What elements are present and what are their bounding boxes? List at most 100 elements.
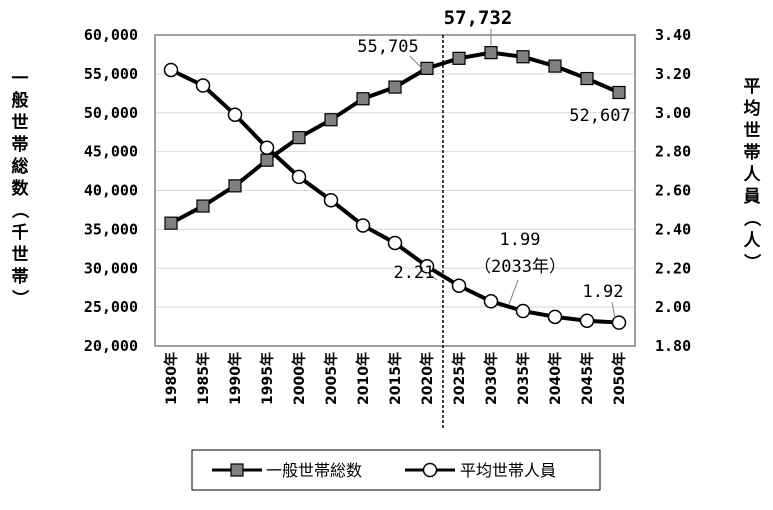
axis-title-char: 般 [12, 90, 29, 111]
left-tick-label: 25,000 [84, 298, 138, 316]
left-tick-label: 45,000 [84, 143, 138, 161]
left-tick-label: 50,000 [84, 104, 138, 122]
data-point-circle [355, 218, 371, 233]
x-tick-label: 2050年 [611, 352, 628, 405]
x-tick-label: 2035年 [515, 352, 532, 405]
axis-title-char: 平 [744, 77, 761, 97]
annotation-avg-2033-note: （2033年） [474, 257, 566, 277]
axis-title-char: 千 [12, 223, 29, 243]
data-point-square [452, 51, 466, 65]
data-point-square [260, 153, 274, 167]
axis-title-char: 一 [12, 69, 29, 89]
right-y-axis-ticks: 1.80 2.00 2.20 2.40 2.60 2.80 3.00 3.20 3.40 [655, 26, 691, 355]
left-axis-title: 一般世帯総数（千世帯） [9, 69, 30, 307]
data-point-square [580, 71, 594, 86]
right-tick-label: 3.40 [655, 26, 691, 44]
data-point-square [516, 50, 530, 64]
data-point-square [164, 216, 178, 230]
axis-title-char: 世 [12, 245, 29, 265]
axis-title-char: 均 [744, 98, 761, 119]
x-tick-label: 2010年 [355, 352, 372, 405]
data-point-circle [515, 303, 531, 319]
data-point-circle [387, 235, 403, 251]
data-point-square [548, 59, 562, 73]
data-point-circle [163, 62, 179, 78]
left-tick-label: 60,000 [84, 26, 138, 44]
data-point-circle [259, 140, 275, 155]
data-point-square [388, 80, 402, 94]
data-point-square [196, 199, 210, 213]
x-tick-label: 2005年 [323, 352, 340, 405]
left-y-axis-ticks: 20,000 25,000 30,000 35,000 40,000 45,000 50,0… [84, 26, 138, 355]
axis-title-char: 世 [12, 113, 29, 133]
right-tick-label: 2.40 [655, 220, 691, 238]
axis-title-char: ） [741, 254, 762, 271]
right-tick-label: 1.80 [655, 337, 691, 355]
data-point-square [484, 46, 498, 60]
axis-title-char: 人 [744, 165, 762, 185]
legend-label-households: 一般世帯総数 [266, 461, 362, 480]
data-point-circle [323, 192, 339, 208]
axis-title-char: 数 [12, 178, 30, 199]
data-point-circle [547, 309, 563, 325]
annotation-avg-2033: 1.99 [500, 230, 541, 250]
right-axis-title: 平均世帯人員（人） [741, 77, 762, 271]
data-point-circle [611, 315, 627, 330]
annotation-peak: 57,732 [444, 7, 513, 29]
data-point-circle [227, 107, 243, 122]
x-tick-label: 1990年 [227, 352, 244, 405]
axis-title-char: 世 [744, 121, 761, 141]
left-tick-label: 40,000 [84, 182, 138, 200]
axis-title-char: 人 [744, 231, 762, 251]
data-point-square [612, 85, 626, 100]
data-point-circle [451, 278, 467, 293]
right-tick-label: 3.20 [655, 65, 691, 83]
axis-title-char: （ [741, 210, 762, 227]
right-tick-label: 2.60 [655, 182, 691, 200]
leader-line [409, 55, 423, 69]
legend-marker-households [230, 463, 244, 477]
annotation-avg-2050: 1.92 [583, 282, 624, 302]
plot-area-frame [154, 34, 636, 347]
left-tick-label: 55,000 [84, 65, 138, 83]
leader-line [611, 301, 616, 319]
data-point-square [324, 113, 338, 127]
left-tick-label: 35,000 [84, 220, 138, 238]
axis-title-char: 帯 [744, 142, 761, 163]
axis-title-char: ） [9, 290, 30, 307]
axis-title-char: 員 [743, 187, 761, 207]
annotation-households-2020: 55,705 [357, 37, 418, 57]
x-tick-label: 2030年 [483, 352, 500, 405]
right-tick-label: 3.00 [655, 104, 691, 122]
x-tick-label: 1995年 [259, 352, 276, 405]
annotation-leader-lines [409, 29, 616, 319]
annotation-households-2050: 52,607 [569, 106, 630, 126]
left-tick-label: 30,000 [84, 259, 138, 277]
right-tick-label: 2.80 [655, 143, 691, 161]
legend-marker-average [422, 462, 438, 478]
right-tick-label: 2.00 [655, 298, 691, 316]
data-point-circle [195, 78, 211, 93]
leader-line [426, 271, 438, 281]
axis-title-char: 帯 [12, 266, 29, 287]
data-point-circle [291, 169, 307, 185]
axis-title-char: 総 [12, 156, 29, 177]
legend-label-average: 平均世帯人員 [460, 461, 556, 480]
x-axis-ticks: 1980年 1985年 1990年 1995年 2000年 2005年 2010年 2015年… [163, 352, 628, 405]
data-point-square [228, 179, 242, 193]
x-tick-label: 2020年 [419, 352, 436, 405]
series-line [170, 68, 620, 325]
series-average-household-size [163, 62, 627, 330]
right-tick-label: 2.20 [655, 259, 691, 277]
data-point-square [420, 61, 434, 75]
x-tick-label: 2025年 [451, 352, 468, 405]
x-tick-label: 2040年 [547, 352, 564, 405]
x-tick-label: 2000年 [291, 352, 308, 405]
data-point-circle [579, 313, 595, 328]
data-point-circle [483, 294, 499, 309]
x-tick-label: 1980年 [163, 352, 180, 405]
x-tick-label: 1985年 [195, 352, 212, 405]
axis-title-char: （ [9, 202, 30, 219]
leader-line [508, 279, 519, 305]
